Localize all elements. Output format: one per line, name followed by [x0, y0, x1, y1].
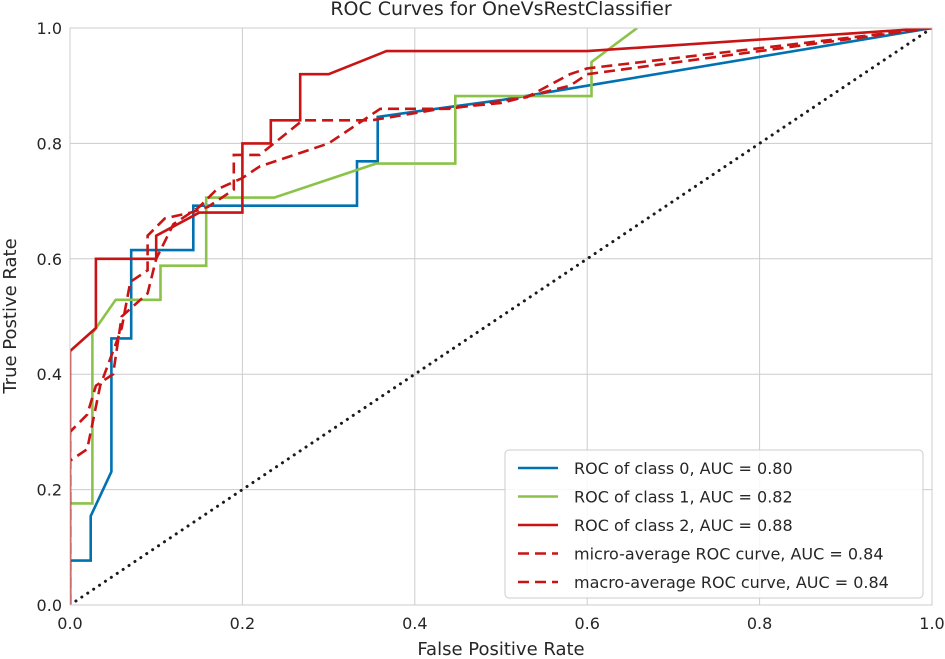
legend-macro-average-label: macro-average ROC curve, AUC = 0.84 [574, 573, 889, 592]
x-tick-label: 1.0 [919, 614, 944, 633]
y-tick-label: 1.0 [37, 19, 62, 38]
y-tick-label: 0.6 [37, 250, 62, 269]
x-tick-label: 0.4 [402, 614, 427, 633]
series-layer [70, 28, 932, 605]
y-tick-label: 0.2 [37, 481, 62, 500]
legend-class-1-label: ROC of class 1, AUC = 0.82 [574, 488, 793, 507]
macro-average-line [70, 28, 932, 605]
y-tick-label: 0.0 [37, 596, 62, 615]
plot-frame [69, 27, 933, 606]
x-tick-label: 0.8 [747, 614, 772, 633]
diagonal-reference-line [70, 28, 932, 605]
legend-micro-average-label: micro-average ROC curve, AUC = 0.84 [574, 545, 884, 564]
x-axis-label: False Positive Rate [417, 639, 584, 659]
chart-title: ROC Curves for OneVsRestClassifier [330, 0, 672, 20]
y-tick-label: 0.4 [37, 365, 62, 384]
x-tick-label: 0.0 [57, 614, 82, 633]
legend-class-0-label: ROC of class 0, AUC = 0.80 [574, 459, 793, 478]
legend-class-2-label: ROC of class 2, AUC = 0.88 [574, 516, 793, 535]
y-axis-label: True Postive Rate [0, 238, 21, 394]
x-tick-label: 0.2 [230, 614, 255, 633]
grid [69, 27, 933, 606]
legend: ROC of class 0, AUC = 0.80 ROC of class 1… [504, 449, 924, 599]
y-tick-label: 0.8 [37, 134, 62, 153]
x-tick-label: 0.6 [574, 614, 599, 633]
legend-box [504, 449, 924, 599]
ticks: 0.0 0.2 0.4 0.6 0.8 1.0 0.0 0.2 0.4 0.6 0.8 1.0 [37, 19, 945, 633]
